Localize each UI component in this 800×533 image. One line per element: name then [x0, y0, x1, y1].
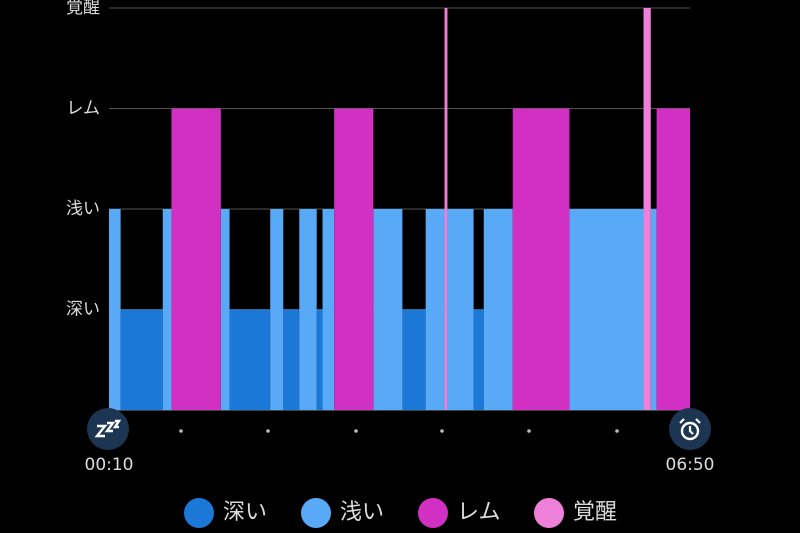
stage-bar — [473, 309, 484, 410]
stage-bar — [447, 209, 474, 410]
dot — [179, 429, 183, 433]
timeline-dots — [179, 429, 619, 433]
x-tick-label: 06:50 — [666, 455, 715, 475]
stage-bar — [650, 209, 657, 410]
stage-bar — [512, 108, 570, 410]
stage-bar — [299, 209, 317, 410]
stage-bar — [373, 209, 403, 410]
legend-swatch — [534, 498, 564, 528]
dot — [440, 429, 444, 433]
y-tick-label: 浅い — [66, 199, 100, 219]
stage-bar — [316, 309, 323, 410]
stage-bar — [171, 108, 221, 410]
bars — [109, 8, 690, 410]
legend-label: 覚醒 — [573, 500, 617, 525]
y-tick-label: 深い — [66, 300, 100, 320]
stage-bar — [483, 209, 513, 410]
sleep-icon — [87, 408, 129, 450]
legend-swatch — [184, 498, 214, 528]
stage-bar — [270, 209, 284, 410]
stage-bar — [656, 108, 690, 410]
alarm-icon — [669, 408, 711, 450]
stage-bar — [643, 8, 651, 410]
stage-bar — [120, 309, 163, 410]
dot — [266, 429, 270, 433]
stage-bar — [322, 209, 335, 410]
stage-bar — [569, 209, 644, 410]
legend-swatch — [418, 498, 448, 528]
stage-bar — [402, 309, 426, 410]
stage-bar — [109, 209, 121, 410]
stage-bar — [444, 8, 448, 410]
legend-label: 浅い — [340, 500, 384, 525]
y-tick-label: 覚醒 — [66, 0, 100, 18]
stage-bar — [162, 209, 172, 410]
stage-bar — [334, 108, 374, 410]
x-tick-label: 00:10 — [85, 455, 134, 475]
dot — [354, 429, 358, 433]
legend-label: 深い — [223, 500, 267, 525]
stage-bar — [220, 209, 230, 410]
dot — [527, 429, 531, 433]
dot — [615, 429, 619, 433]
stage-bar — [425, 209, 445, 410]
legend-label: レム — [457, 500, 501, 525]
stage-bar — [283, 309, 300, 410]
legend: 深い 浅い レム 覚醒 — [184, 498, 617, 528]
stage-bar — [229, 309, 271, 410]
y-tick-label: レム — [66, 99, 100, 119]
legend-swatch — [301, 498, 331, 528]
